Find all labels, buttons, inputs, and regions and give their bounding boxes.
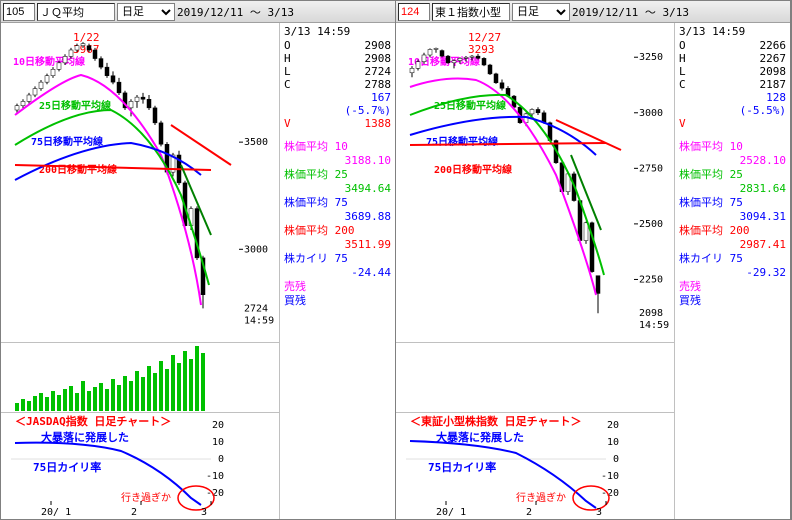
svg-text:3250: 3250 (639, 52, 663, 63)
main-chart: 12/27 3293 10日移動平均線 25日移動平均線 75日移動平均線 20… (396, 23, 674, 343)
svg-text:行き過ぎか: 行き過ぎか (121, 491, 171, 504)
info-column: 3/13 14:59 O2908 H2908 L2724 C2788 167 (… (279, 23, 395, 519)
kairi-chart: ＜JASDAQ指数 日足チャート＞ 大暴落に発展した 75日カイリ率 行き過ぎか… (1, 413, 279, 519)
svg-text:0: 0 (613, 454, 619, 465)
ohlc-c: 2187 (760, 78, 787, 91)
change: 128 (766, 91, 786, 104)
ma-row: 株価平均 753689.88 (284, 196, 391, 224)
peak-value: 3293 (468, 43, 495, 56)
ma-row: 売残 (284, 280, 391, 294)
timestamp: 3/13 14:59 (284, 25, 391, 39)
svg-text:-10: -10 (206, 471, 224, 482)
ma-row: 株価平均 2003511.99 (284, 224, 391, 252)
ma-row: 株価平均 753094.31 (679, 196, 786, 224)
date-range: 2019/12/11 ～ 3/13 (177, 4, 294, 20)
toolbar: 日足 2019/12/11 ～ 3/13 (1, 1, 395, 23)
ohlc-c: 2788 (365, 78, 392, 91)
main-chart: 1/22 3967 10日移動平均線 25日移動平均線 75日移動平均線 200… (1, 23, 279, 343)
svg-text:0: 0 (218, 454, 224, 465)
ma-row: 株価平均 103188.10 (284, 140, 391, 168)
svg-text:20/ 1: 20/ 1 (41, 507, 71, 518)
change-pct: (-5.7%) (345, 104, 391, 117)
change: 167 (371, 91, 391, 104)
volume-chart (396, 343, 674, 413)
svg-text:2724: 2724 (244, 303, 268, 314)
svg-text:2250: 2250 (639, 274, 663, 285)
svg-text:75日移動平均線: 75日移動平均線 (31, 135, 103, 148)
svg-text:10: 10 (212, 437, 224, 448)
name-input[interactable] (432, 3, 510, 21)
ohlc-o: 2908 (365, 39, 392, 52)
svg-text:2: 2 (526, 507, 532, 518)
svg-text:3500: 3500 (244, 137, 268, 148)
ma-row: 買残 (679, 294, 786, 308)
ohlc-o: 2266 (760, 39, 787, 52)
volume-chart (1, 343, 279, 413)
ohlc-h: 2267 (760, 52, 787, 65)
toolbar: 日足 2019/12/11 ～ 3/13 (396, 1, 790, 23)
info-column: 3/13 14:59 O2266 H2267 L2098 C2187 128 (… (674, 23, 790, 519)
svg-text:3: 3 (596, 507, 602, 518)
kairi-chart: ＜東証小型株指数 日足チャート＞ 大暴落に発展した 75日カイリ率 行き過ぎか … (396, 413, 674, 519)
ma-row: 株カイリ 75-24.44 (284, 252, 391, 280)
svg-text:20/ 1: 20/ 1 (436, 507, 466, 518)
ma-row: 株価平均 102528.10 (679, 140, 786, 168)
change-pct: (-5.5%) (740, 104, 786, 117)
ohlc-l: 2724 (365, 65, 392, 78)
svg-text:2: 2 (131, 507, 137, 518)
svg-text:行き過ぎか: 行き過ぎか (516, 491, 566, 504)
code-input[interactable] (398, 3, 430, 21)
ma-row: 株価平均 252831.64 (679, 168, 786, 196)
timeframe-select[interactable]: 日足 (512, 3, 570, 21)
svg-text:2098: 2098 (639, 308, 663, 319)
svg-text:75日カイリ率: 75日カイリ率 (33, 460, 101, 474)
ma-row: 株カイリ 75-29.32 (679, 252, 786, 280)
svg-text:3: 3 (201, 507, 207, 518)
svg-text:14:59: 14:59 (639, 320, 669, 331)
svg-text:200日移動平均線: 200日移動平均線 (434, 163, 512, 176)
svg-text:2750: 2750 (639, 163, 663, 174)
date-range: 2019/12/11 ～ 3/13 (572, 4, 689, 20)
svg-text:-10: -10 (601, 471, 619, 482)
chart-panel: 日足 2019/12/11 ～ 3/13 12/27 3293 10日移動平均線… (396, 1, 791, 519)
svg-text:75日移動平均線: 75日移動平均線 (426, 135, 498, 148)
ma-row: 株価平均 2002987.41 (679, 224, 786, 252)
ohlc-h: 2908 (365, 52, 392, 65)
chart-panel: 日足 2019/12/11 ～ 3/13 1/22 3967 10日移動平均線 … (1, 1, 396, 519)
svg-text:25日移動平均線: 25日移動平均線 (434, 99, 506, 112)
svg-text:20: 20 (212, 420, 224, 431)
timestamp: 3/13 14:59 (679, 25, 786, 39)
ma-row: 売残 (679, 280, 786, 294)
code-input[interactable] (3, 3, 35, 21)
ma-row: 買残 (284, 294, 391, 308)
name-input[interactable] (37, 3, 115, 21)
volume: 1388 (365, 117, 392, 130)
svg-text:2500: 2500 (639, 219, 663, 230)
svg-text:＜東証小型株指数 日足チャート＞: ＜東証小型株指数 日足チャート＞ (410, 414, 582, 428)
svg-text:大暴落に発展した: 大暴落に発展した (41, 430, 129, 444)
svg-text:10: 10 (607, 437, 619, 448)
svg-text:20: 20 (607, 420, 619, 431)
svg-text:3000: 3000 (244, 244, 268, 255)
svg-text:大暴落に発展した: 大暴落に発展した (436, 430, 524, 444)
timeframe-select[interactable]: 日足 (117, 3, 175, 21)
ma-row: 株価平均 253494.64 (284, 168, 391, 196)
svg-text:＜JASDAQ指数 日足チャート＞: ＜JASDAQ指数 日足チャート＞ (15, 414, 171, 428)
svg-text:14:59: 14:59 (244, 315, 274, 326)
svg-text:10日移動平均線: 10日移動平均線 (13, 55, 85, 68)
ohlc-l: 2098 (760, 65, 787, 78)
svg-text:75日カイリ率: 75日カイリ率 (428, 460, 496, 474)
svg-text:3000: 3000 (639, 108, 663, 119)
